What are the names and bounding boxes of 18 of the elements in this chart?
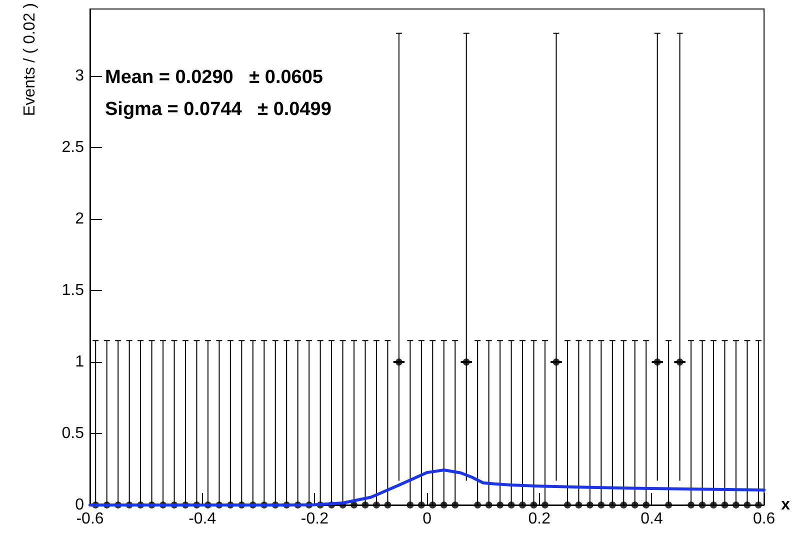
x-tick-label: -0.6: [76, 510, 104, 528]
x-axis-title: x: [781, 496, 790, 514]
y-tick-label: 0: [75, 496, 84, 514]
y-tick-label: 3: [75, 68, 84, 85]
annotation: Mean = 0.0290 ± 0.0605: [105, 67, 324, 88]
y-tick-label: 1: [75, 354, 84, 371]
x-tick-label: -0.4: [188, 510, 216, 528]
y-tick-label: 1.5: [62, 282, 84, 300]
y-tick-label: 2.5: [62, 139, 84, 156]
y-tick-label: 2: [75, 210, 84, 228]
x-tick-label: 0.4: [640, 510, 663, 528]
x-tick-label: -0.2: [300, 510, 329, 528]
y-tick-label: 0.5: [62, 425, 84, 442]
x-tick-label: 0.2: [528, 510, 551, 528]
x-tick-label: 0.6: [752, 510, 776, 528]
annotation: Sigma = 0.0744 ± 0.0499: [105, 99, 332, 120]
x-tick-label: 0: [422, 510, 432, 528]
y-axis-title: Events / ( 0.02 ): [22, 3, 38, 116]
